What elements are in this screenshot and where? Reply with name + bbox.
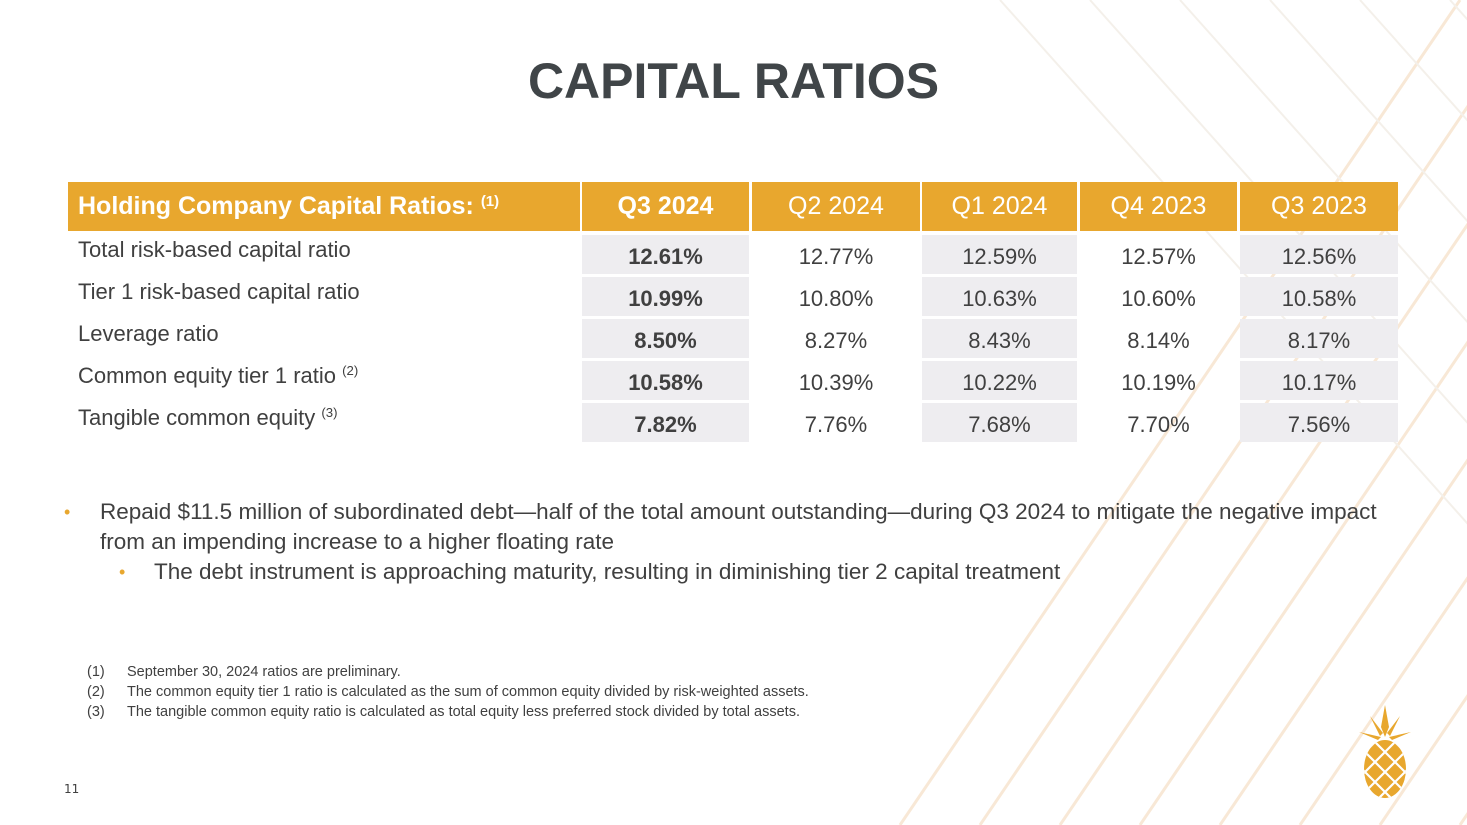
bg-line <box>1359 0 1467 122</box>
table-cell: 10.80% <box>798 286 874 311</box>
footnote-text: September 30, 2024 ratios are preliminar… <box>127 664 401 680</box>
table-cell: 10.63% <box>922 277 1077 316</box>
bg-line <box>1138 340 1467 825</box>
bullet-dot: • <box>119 562 126 582</box>
row-label: Leverage ratio <box>78 321 219 347</box>
page-title: CAPITAL RATIOS <box>527 53 940 109</box>
table-cell: 8.27% <box>804 328 868 353</box>
column-header: Q3 2023 <box>1240 182 1398 231</box>
row-label: Common equity tier 1 ratio (2) <box>78 363 358 389</box>
footnote: (2) The common equity tier 1 ratio is cal… <box>87 683 809 701</box>
bullet-list: • Repaid $11.5 million of subordinated d… <box>64 497 1394 587</box>
footnote: (3) The tangible common equity ratio is c… <box>87 703 800 721</box>
bg-line <box>1179 0 1467 323</box>
bullet-sub: The debt instrument is approaching matur… <box>154 559 1061 584</box>
footnote-text: The tangible common equity ratio is calc… <box>127 704 800 720</box>
header-footnote-ref: (1) <box>480 193 500 210</box>
table-cell: 7.82% <box>582 403 749 442</box>
row-label-text: Leverage ratio <box>78 321 219 346</box>
table-cell: 7.56% <box>1240 403 1398 442</box>
footnote-text: The common equity tier 1 ratio is calcul… <box>127 684 809 700</box>
bg-line <box>1218 458 1467 825</box>
table-cell: 8.43% <box>922 319 1077 358</box>
bullet-main-item: • Repaid $11.5 million of subordinated d… <box>64 497 1394 557</box>
bullet-dot: • <box>64 502 71 522</box>
bg-line <box>898 0 1462 825</box>
row-label: Tier 1 risk-based capital ratio <box>78 279 360 305</box>
table-cell: 7.76% <box>804 412 868 437</box>
table-cell: 12.61% <box>582 235 749 274</box>
bg-line <box>1269 0 1467 223</box>
bullet-main: Repaid $11.5 million of subordinated deb… <box>100 499 1377 554</box>
column-header: Q3 2024 <box>582 182 749 231</box>
pineapple-icon <box>1359 705 1411 798</box>
row-label-text: Tangible common equity <box>78 405 316 430</box>
table-cell: 12.56% <box>1240 235 1398 274</box>
footnote-number: (1) <box>87 664 105 680</box>
header-label-text: Holding Company Capital Ratios: <box>78 192 474 220</box>
row-footnote-ref: (2) <box>342 363 359 378</box>
table-cell: 10.58% <box>582 361 749 400</box>
footnote-number: (3) <box>87 704 105 720</box>
table-cell: 10.58% <box>1240 277 1398 316</box>
table-cell: 8.14% <box>1127 328 1190 353</box>
bg-line <box>1298 576 1467 825</box>
row-label: Total risk-based capital ratio <box>78 237 351 263</box>
column-header: Q1 2024 <box>922 182 1077 231</box>
table-cell: 12.57% <box>1121 244 1196 269</box>
table-cell: 12.77% <box>798 244 874 269</box>
column-header: Q4 2023 <box>1080 182 1237 231</box>
table-cell: 12.59% <box>922 235 1077 274</box>
table-cell: 8.17% <box>1240 319 1398 358</box>
table-cell: 10.39% <box>798 370 874 395</box>
table-cell: 10.17% <box>1240 361 1398 400</box>
table-cell: 7.68% <box>922 403 1077 442</box>
column-header: Q2 2024 <box>752 182 920 231</box>
row-footnote-ref: (3) <box>321 405 338 420</box>
table-cell: 10.99% <box>582 277 749 316</box>
bullet-sub-item: • The debt instrument is approaching mat… <box>64 557 1394 587</box>
table-cell: 10.19% <box>1121 370 1196 395</box>
table-cell: 10.60% <box>1121 286 1196 311</box>
page-number: 11 <box>64 782 80 796</box>
row-label-text: Common equity tier 1 ratio <box>78 363 336 388</box>
footnote: (1) September 30, 2024 ratios are prelimi… <box>87 663 401 681</box>
table-header-label: Holding Company Capital Ratios: (1) <box>68 182 580 231</box>
row-label: Tangible common equity (3) <box>78 405 338 431</box>
table-cell: 10.22% <box>922 361 1077 400</box>
table-cell: 7.70% <box>1127 412 1190 437</box>
row-label-text: Total risk-based capital ratio <box>78 237 351 262</box>
row-label-text: Tier 1 risk-based capital ratio <box>78 279 360 304</box>
footnote-number: (2) <box>87 684 105 700</box>
table-cell: 8.50% <box>582 319 749 358</box>
